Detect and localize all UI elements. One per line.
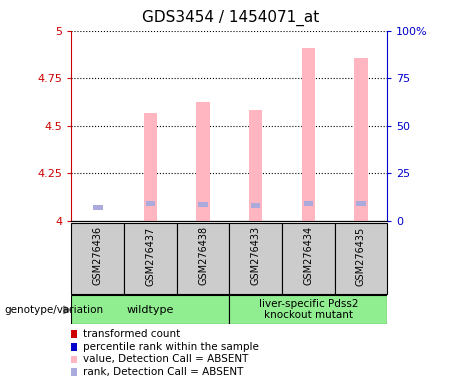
Text: value, Detection Call = ABSENT: value, Detection Call = ABSENT: [83, 354, 248, 364]
Bar: [93, 205, 102, 210]
Text: GSM276435: GSM276435: [356, 226, 366, 286]
Text: GDS3454 / 1454071_at: GDS3454 / 1454071_at: [142, 10, 319, 26]
Text: GSM276438: GSM276438: [198, 226, 208, 285]
Bar: [198, 202, 208, 207]
Text: percentile rank within the sample: percentile rank within the sample: [83, 342, 259, 352]
Bar: [196, 102, 210, 221]
Bar: [230, 295, 387, 324]
Bar: [282, 223, 335, 294]
Text: genotype/variation: genotype/variation: [5, 305, 104, 315]
Bar: [355, 58, 367, 221]
Text: GSM276437: GSM276437: [145, 226, 155, 286]
Bar: [251, 203, 260, 208]
Bar: [71, 295, 230, 324]
Text: wildtype: wildtype: [127, 305, 174, 314]
Text: GSM276433: GSM276433: [251, 226, 260, 285]
Bar: [71, 223, 124, 294]
Text: liver-specific Pdss2
knockout mutant: liver-specific Pdss2 knockout mutant: [259, 299, 358, 320]
Bar: [249, 109, 262, 221]
Bar: [177, 223, 229, 294]
Text: GSM276434: GSM276434: [303, 226, 313, 285]
Bar: [303, 201, 313, 206]
Bar: [124, 223, 177, 294]
Text: GSM276436: GSM276436: [93, 226, 103, 285]
Bar: [356, 201, 366, 206]
Text: rank, Detection Call = ABSENT: rank, Detection Call = ABSENT: [83, 367, 243, 377]
Bar: [230, 223, 282, 294]
Text: transformed count: transformed count: [83, 329, 180, 339]
Bar: [146, 201, 155, 206]
Bar: [335, 223, 387, 294]
Bar: [301, 48, 315, 221]
Bar: [144, 113, 157, 221]
